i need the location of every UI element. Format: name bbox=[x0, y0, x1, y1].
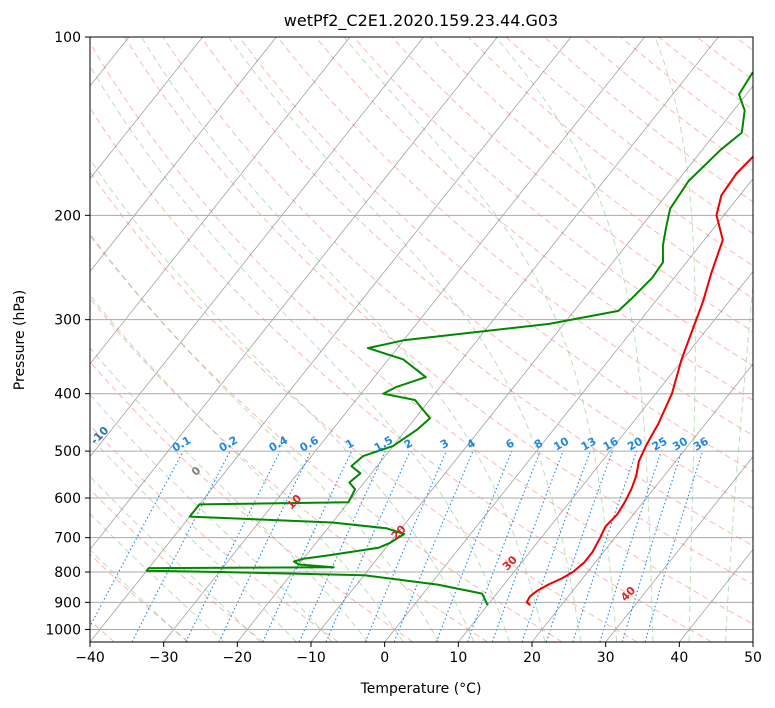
moist-adiabat-line bbox=[90, 294, 404, 642]
x-tick-label: 40 bbox=[670, 650, 688, 666]
dry-adiabat-line bbox=[200, 37, 753, 509]
dry-adiabat-line bbox=[90, 424, 339, 642]
isotherm-line bbox=[237, 37, 719, 642]
dewpoint-profile-line bbox=[145, 71, 753, 606]
isotherm-line bbox=[752, 641, 753, 642]
mixing-ratio-line bbox=[325, 450, 411, 642]
y-axis: 100 200 300 400 500 600 700 800 900 1000 bbox=[45, 30, 90, 638]
x-tick-label: −10 bbox=[296, 650, 326, 666]
y-tick-label: 600 bbox=[54, 491, 81, 507]
moist-adiabat-line bbox=[90, 347, 369, 642]
moist-adiabat-line bbox=[495, 37, 654, 642]
mixing-ratio-line bbox=[298, 450, 386, 642]
mixing-ratio-line bbox=[90, 450, 184, 628]
mixing-ratio-line bbox=[491, 450, 564, 642]
mixing-ratio-line bbox=[393, 450, 474, 642]
x-tick-label: 50 bbox=[744, 650, 762, 666]
y-tick-label: 400 bbox=[54, 387, 81, 403]
mixing-ratio-line bbox=[572, 450, 638, 642]
y-tick-label: 700 bbox=[54, 531, 81, 547]
dry-adiabat-line bbox=[124, 37, 753, 586]
mixing-ratio-line bbox=[364, 450, 447, 642]
dry-adiabat-line bbox=[90, 297, 488, 642]
y-tick-label: 500 bbox=[54, 444, 81, 460]
plot-frame bbox=[89, 36, 754, 643]
dry-adiabat-line bbox=[90, 234, 563, 642]
dry-adiabat-line bbox=[90, 107, 712, 642]
moist-adiabat-line bbox=[90, 158, 475, 642]
moist-adiabat-line bbox=[90, 512, 225, 642]
moist-adiabat-line bbox=[228, 37, 582, 642]
moist-adiabat-line bbox=[725, 279, 753, 642]
mixing-ratio-line bbox=[621, 450, 683, 642]
y-axis-label: Pressure (hPa) bbox=[12, 290, 28, 390]
isotherm-line bbox=[531, 363, 753, 642]
mixing-ratio-line bbox=[521, 450, 591, 642]
background-lines bbox=[90, 37, 753, 642]
y-tick-label: 900 bbox=[54, 595, 81, 611]
dry-adiabat-line bbox=[353, 37, 753, 367]
y-tick-label: 800 bbox=[54, 565, 81, 581]
y-tick-label: 1000 bbox=[45, 622, 81, 638]
dry-adiabat-line bbox=[391, 37, 753, 333]
mixing-ratio-line bbox=[435, 450, 513, 642]
isotherm-line bbox=[605, 456, 753, 642]
x-tick-label: −40 bbox=[75, 650, 105, 666]
x-tick-label: −30 bbox=[149, 650, 179, 666]
x-tick-label: 0 bbox=[380, 650, 389, 666]
moist-adiabat-line bbox=[90, 475, 261, 642]
moist-adiabat-line bbox=[90, 232, 440, 642]
dry-adiabat-line bbox=[162, 37, 753, 547]
x-axis-label: Temperature (°C) bbox=[360, 681, 482, 697]
dry-adiabat-line bbox=[90, 41, 753, 625]
profile-lines bbox=[145, 71, 753, 606]
mixing-ratio-line bbox=[545, 450, 614, 642]
moist-adiabat-line bbox=[90, 393, 333, 642]
isotherm-line bbox=[90, 37, 498, 550]
y-tick-label: 200 bbox=[54, 208, 81, 224]
temperature-profile-line bbox=[525, 155, 753, 606]
moist-adiabat-line bbox=[654, 37, 696, 642]
mixing-ratio-line bbox=[185, 450, 281, 642]
y-tick-label: 100 bbox=[54, 30, 81, 46]
mixing-ratio-line bbox=[466, 450, 541, 642]
dry-adiabat-line bbox=[90, 553, 190, 642]
y-tick-label: 300 bbox=[54, 313, 81, 329]
mixing-ratio-line bbox=[644, 450, 704, 642]
chart-title: wetPf2_C2E1.2020.159.23.44.G03 bbox=[284, 11, 558, 31]
dry-adiabat-line bbox=[315, 37, 753, 401]
isotherm-line bbox=[90, 37, 424, 458]
dry-adiabat-label: -20 bbox=[0, 388, 22, 411]
x-tick-label: 20 bbox=[523, 650, 541, 666]
moist-adiabat-line bbox=[90, 549, 188, 642]
x-tick-label: −20 bbox=[223, 650, 253, 666]
isotherm-line bbox=[90, 37, 572, 642]
isotherm-line bbox=[384, 178, 753, 642]
x-tick-label: 30 bbox=[597, 650, 615, 666]
moist-adiabat-line bbox=[343, 37, 618, 642]
dry-adiabat-line bbox=[276, 37, 753, 437]
isotherm-line bbox=[90, 37, 351, 365]
isotherm-line bbox=[90, 37, 277, 272]
mixing-ratio-line bbox=[599, 450, 662, 642]
plot-area bbox=[90, 37, 753, 642]
x-tick-label: 10 bbox=[449, 650, 467, 666]
x-axis: −40 −30 −20 −10 0 10 20 30 40 50 bbox=[75, 642, 762, 666]
moist-adiabat-line bbox=[90, 64, 510, 642]
dry-adiabat-line bbox=[90, 171, 638, 642]
isotherm-line bbox=[90, 37, 203, 180]
isotherm-line bbox=[458, 270, 753, 642]
